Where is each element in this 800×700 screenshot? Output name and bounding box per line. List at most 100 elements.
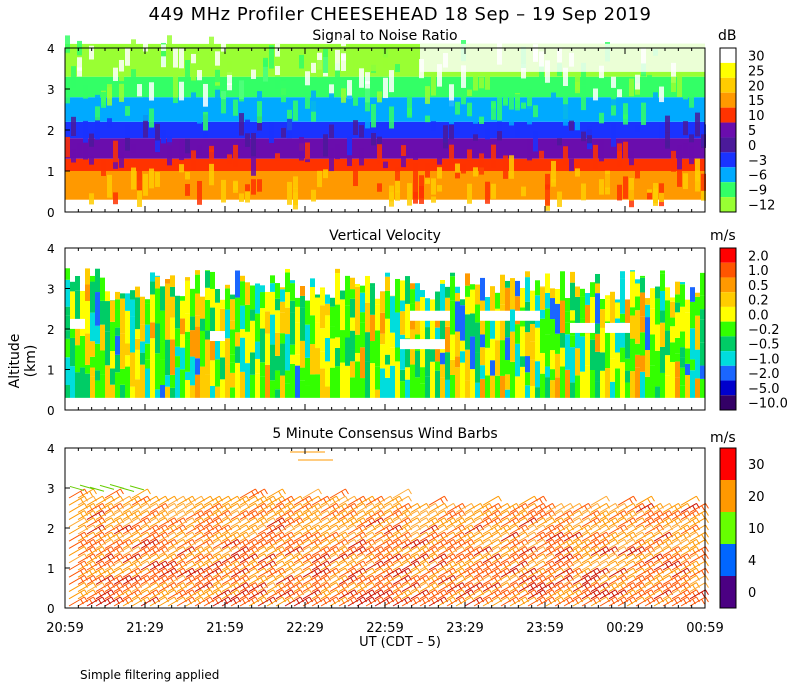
velocity-cell <box>460 362 465 398</box>
velocity-cell <box>335 347 340 367</box>
velocity-cell <box>280 333 285 344</box>
wind-barb <box>392 582 409 593</box>
velocity-cell <box>600 352 605 371</box>
snr-cell <box>65 136 70 158</box>
wind-barb <box>230 560 247 571</box>
wind-barb-flag <box>701 512 705 518</box>
wind-barb <box>95 517 112 528</box>
velocity-cell <box>520 366 525 398</box>
wind-barb <box>599 538 616 549</box>
wind-barb-flag <box>705 553 709 560</box>
colorbar-swatch <box>720 336 736 352</box>
velocity-cell <box>545 366 550 378</box>
velocity-cell <box>350 298 355 318</box>
wind-barb <box>275 495 292 506</box>
wind-barb <box>473 510 490 521</box>
wind-barb <box>95 531 112 542</box>
velocity-cell <box>480 310 510 321</box>
wind-barb <box>68 517 85 528</box>
wind-barb <box>509 538 526 549</box>
snr-cell <box>395 64 400 73</box>
wind-barb <box>221 517 238 528</box>
wind-barb <box>545 546 562 557</box>
wind-barb <box>185 582 202 593</box>
wind-barb <box>554 582 571 593</box>
wind-barb <box>383 517 400 528</box>
wind-barb <box>572 538 589 549</box>
wind-barb <box>374 531 391 542</box>
wind-barbs <box>68 451 709 607</box>
wind-barb <box>329 531 346 542</box>
wind-barb <box>626 546 643 557</box>
snr-cell <box>365 88 370 112</box>
x-axis-label: UT (CDT – 5) <box>359 635 441 650</box>
velocity-cell <box>485 319 490 348</box>
wind-barb <box>437 524 454 535</box>
wind-barb <box>167 589 184 600</box>
velocity-cell <box>145 299 150 304</box>
velocity-cell <box>205 374 210 398</box>
snr-cell <box>239 113 244 136</box>
snr-cell <box>659 86 664 103</box>
wind-barb <box>68 538 85 549</box>
wind-barb-flag <box>701 555 705 562</box>
velocity-cell <box>585 293 590 305</box>
velocity-cell <box>510 278 515 310</box>
wind-barb <box>599 524 616 535</box>
velocity-cell <box>650 334 655 366</box>
wind-barb <box>500 560 517 571</box>
velocity-cell <box>500 375 505 398</box>
velocity-cell <box>280 312 285 334</box>
velocity-cell <box>700 309 705 320</box>
velocity-cell <box>75 345 80 373</box>
filter-footnote: Simple filtering applied <box>80 668 220 682</box>
velocity-cell <box>695 378 700 398</box>
velocity-cell <box>225 309 230 339</box>
snr-cell <box>443 125 448 149</box>
wind-barb <box>311 538 328 549</box>
velocity-cell <box>165 375 170 387</box>
velocity-cell <box>260 328 265 363</box>
wind-barb <box>545 553 562 564</box>
velocity-cell <box>345 337 350 366</box>
wind-barb <box>428 574 445 585</box>
wind-barb <box>293 596 310 607</box>
wind-barb <box>338 560 355 571</box>
snr-cell <box>125 106 130 116</box>
velocity-cell <box>540 373 545 398</box>
wind-barb <box>176 531 193 542</box>
snr-cell <box>131 144 136 153</box>
wind-barb <box>500 517 517 528</box>
wind-barb-flag <box>408 495 412 502</box>
wind-barb <box>239 524 256 535</box>
wind-barb <box>410 582 427 593</box>
velocity-cell <box>615 368 620 398</box>
velocity-cell <box>435 316 440 328</box>
velocity-cell <box>335 273 340 305</box>
wind-barb-flag <box>543 495 547 502</box>
velocity-cell <box>505 280 510 288</box>
wind-barb <box>104 538 121 549</box>
wind-barb <box>653 553 670 564</box>
wind-barb <box>671 531 688 542</box>
wind-barb <box>374 596 391 607</box>
wind-barb <box>374 538 391 549</box>
snr-cell <box>509 94 514 110</box>
wind-barb <box>302 546 319 557</box>
wind-barb <box>104 560 121 571</box>
wind-barb-flag <box>440 497 444 504</box>
velocity-cell <box>550 380 555 398</box>
wind-barb <box>608 517 625 528</box>
snr-cell <box>677 164 682 187</box>
snr-cell <box>599 139 604 162</box>
wind-barb <box>374 553 391 564</box>
velocity-cell <box>250 309 255 321</box>
snr-cell <box>389 106 394 129</box>
wind-barb <box>338 582 355 593</box>
wind-barb <box>257 517 274 528</box>
wind-barb <box>257 524 274 535</box>
wind-barb <box>464 517 481 528</box>
wind-barb <box>77 538 94 549</box>
wind-barb <box>140 553 157 564</box>
snr-cell <box>683 143 688 155</box>
